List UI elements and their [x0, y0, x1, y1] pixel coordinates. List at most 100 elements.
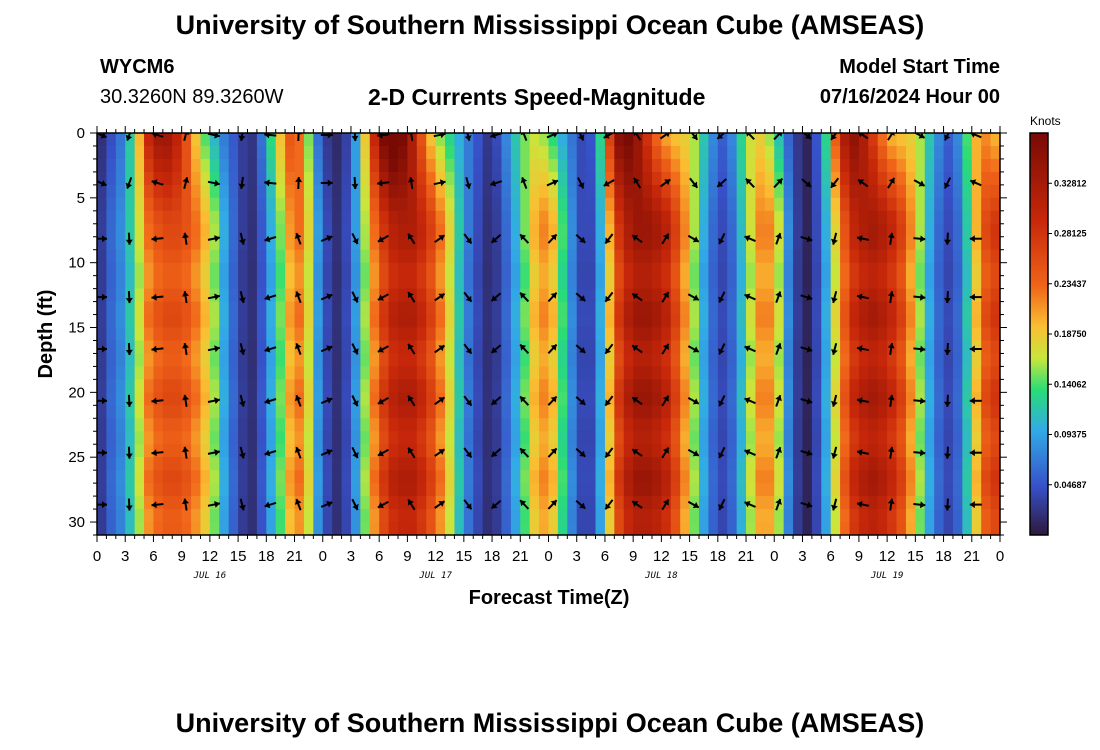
heat-cell	[755, 431, 766, 445]
heat-cell	[651, 431, 662, 445]
heat-cell	[887, 223, 898, 238]
heat-cell	[877, 288, 888, 303]
heat-cell	[191, 353, 202, 368]
heat-cell	[661, 210, 672, 225]
heat-cell	[144, 379, 155, 393]
heat-cell	[971, 249, 982, 264]
heat-cell	[727, 470, 738, 484]
heat-cell	[576, 496, 587, 510]
heat-cell	[341, 522, 352, 535]
heat-cell	[840, 275, 851, 290]
heat-cell	[633, 431, 644, 445]
heat-cell	[746, 197, 757, 212]
heat-cell	[266, 418, 277, 432]
heat-cell	[586, 223, 597, 238]
heat-cell	[332, 236, 343, 251]
heat-cell	[492, 457, 503, 471]
heat-cell	[473, 522, 484, 535]
heat-cell	[877, 197, 888, 212]
heat-cell	[209, 171, 220, 186]
heat-cell	[811, 327, 822, 342]
heat-cell	[266, 457, 277, 471]
current-vector	[351, 343, 359, 355]
heat-cell	[134, 392, 145, 406]
heat-cell	[633, 314, 644, 329]
heat-cell	[793, 470, 804, 484]
heat-cell	[858, 236, 869, 251]
heat-cell	[736, 314, 747, 329]
heat-cell	[144, 353, 155, 368]
heat-cell	[520, 444, 531, 458]
heat-cell	[501, 288, 512, 303]
heat-cell	[115, 314, 126, 329]
heat-cell	[896, 509, 907, 523]
heat-cell	[445, 288, 456, 303]
heat-cell	[322, 171, 333, 186]
heat-cell	[341, 366, 352, 380]
heat-cell	[952, 379, 963, 393]
heat-cell	[830, 457, 841, 471]
heat-cell	[746, 236, 757, 251]
current-vector	[944, 291, 951, 304]
heat-cell	[971, 210, 982, 225]
colorbar-tick-label: 0.14062	[1054, 379, 1087, 389]
heat-cell	[633, 301, 644, 316]
heat-cell	[303, 418, 314, 432]
heat-cell	[887, 418, 898, 432]
heat-cell	[463, 522, 474, 535]
heat-cell	[557, 457, 568, 471]
heat-cell	[501, 197, 512, 212]
heat-cell	[604, 158, 615, 173]
heat-cell	[153, 340, 164, 355]
heat-cell	[990, 158, 1000, 173]
current-vector	[575, 396, 586, 406]
heat-cell	[398, 327, 409, 342]
heat-cell	[661, 223, 672, 238]
heat-cell	[360, 522, 371, 535]
heat-cell	[868, 171, 879, 186]
heat-cell	[473, 301, 484, 316]
heat-cell	[934, 301, 945, 316]
heat-cell	[557, 509, 568, 523]
heat-cell	[858, 197, 869, 212]
current-vector	[969, 293, 982, 301]
heat-cell	[247, 314, 258, 329]
heat-cell	[567, 197, 578, 212]
heat-cell	[821, 496, 832, 510]
heat-cell	[746, 522, 757, 535]
heat-cell	[557, 133, 568, 147]
heat-cell	[699, 340, 710, 355]
heat-cell	[727, 327, 738, 342]
heat-cell	[125, 379, 136, 393]
heat-cell	[962, 418, 973, 432]
model-start-label: Model Start Time	[839, 56, 1000, 78]
heat-cell	[971, 197, 982, 212]
heat-cell	[350, 366, 361, 380]
heat-cell	[595, 197, 606, 212]
heat-cell	[905, 483, 916, 497]
heat-cell	[680, 522, 691, 535]
heat-cell	[905, 379, 916, 393]
heat-cell	[482, 353, 493, 368]
heat-cell	[181, 405, 192, 419]
heat-cell	[529, 418, 540, 432]
heat-cell	[783, 379, 794, 393]
heat-cell	[802, 288, 813, 303]
heat-cell	[266, 444, 277, 458]
heat-cell	[868, 210, 879, 225]
heat-cell	[200, 133, 211, 147]
heat-cell	[294, 418, 305, 432]
heat-cell	[473, 457, 484, 471]
x-tick-label: 18	[935, 548, 952, 565]
heat-cell	[971, 444, 982, 458]
heat-cell	[407, 483, 418, 497]
heat-cell	[520, 301, 531, 316]
heat-cell	[209, 262, 220, 277]
heat-cell	[943, 327, 954, 342]
heat-cell	[115, 470, 126, 484]
heat-cell	[887, 262, 898, 277]
heat-cell	[905, 496, 916, 510]
heat-cell	[256, 223, 267, 238]
current-vector	[969, 345, 982, 353]
